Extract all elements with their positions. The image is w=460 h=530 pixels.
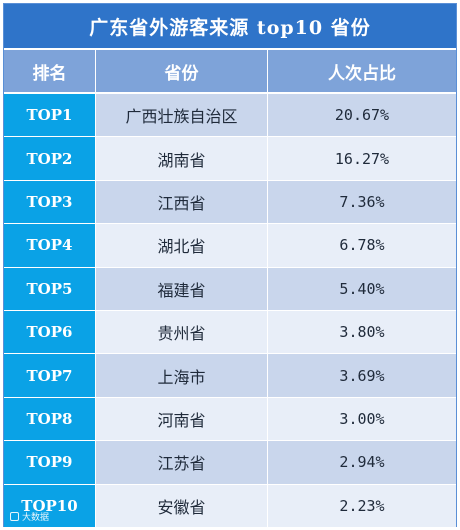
table-row: TOP8 河南省 3.00% [4,397,456,442]
rank-cell: TOP5 [4,267,96,310]
share-cell: 3.69% [268,354,456,397]
rank-cell: TOP1 [4,94,96,137]
province-cell: 湖北省 [96,224,268,267]
province-cell: 上海市 [96,354,268,397]
rank-cell: TOP3 [4,180,96,224]
share-cell: 3.00% [268,397,456,441]
watermark-text: 大数据 [22,513,50,523]
table-row: TOP9 江苏省 2.94% [4,441,456,485]
share-cell: 16.27% [268,137,456,180]
province-cell: 安徽省 [96,484,268,527]
table-row: TOP7 上海市 3.69% [4,354,456,398]
table-row: TOP10 安徽省 2.23% [4,484,456,528]
rank-cell: TOP4 [4,224,96,267]
province-cell: 河南省 [96,397,268,441]
rank-cell: TOP2 [4,137,96,180]
rank-cell: TOP8 [4,397,96,441]
province-cell: 贵州省 [96,310,268,354]
province-cell: 福建省 [96,267,268,310]
share-cell: 7.36% [268,180,456,224]
table-row: TOP6 贵州省 3.80% [4,310,456,355]
share-cell: 20.67% [268,94,456,137]
province-cell: 湖南省 [96,137,268,180]
table-row: TOP2 湖南省 16.27% [4,137,456,181]
rank-cell: TOP7 [4,354,96,397]
watermark-logo-icon [10,512,19,521]
header-province: 省份 [96,50,268,92]
share-cell: 6.78% [268,224,456,267]
province-cell: 江苏省 [96,441,268,484]
province-cell: 江西省 [96,180,268,224]
table-row: TOP5 福建省 5.40% [4,267,456,311]
header-share: 人次占比 [268,50,456,92]
rank-cell: TOP6 [4,310,96,354]
watermark: 大数据 [10,510,49,523]
table-header: 排名 省份 人次占比 [4,50,456,92]
share-cell: 2.94% [268,441,456,484]
header-rank: 排名 [4,50,96,92]
rank-cell: TOP10 [4,484,96,527]
rank-cell: TOP9 [4,441,96,484]
table-row: TOP1 广西壮族自治区 20.67% [4,94,456,138]
table-row: TOP3 江西省 7.36% [4,180,456,225]
table-frame: 广东省外游客来源 top10 省份 排名 省份 人次占比 TOP1 广西壮族自治… [3,3,457,528]
table-title: 广东省外游客来源 top10 省份 [4,4,456,48]
table-row: TOP4 湖北省 6.78% [4,224,456,268]
share-cell: 5.40% [268,267,456,310]
table-body: TOP1 广西壮族自治区 20.67% TOP2 湖南省 16.27% TOP3… [4,94,456,528]
share-cell: 3.80% [268,310,456,354]
province-cell: 广西壮族自治区 [96,94,268,137]
share-cell: 2.23% [268,484,456,527]
